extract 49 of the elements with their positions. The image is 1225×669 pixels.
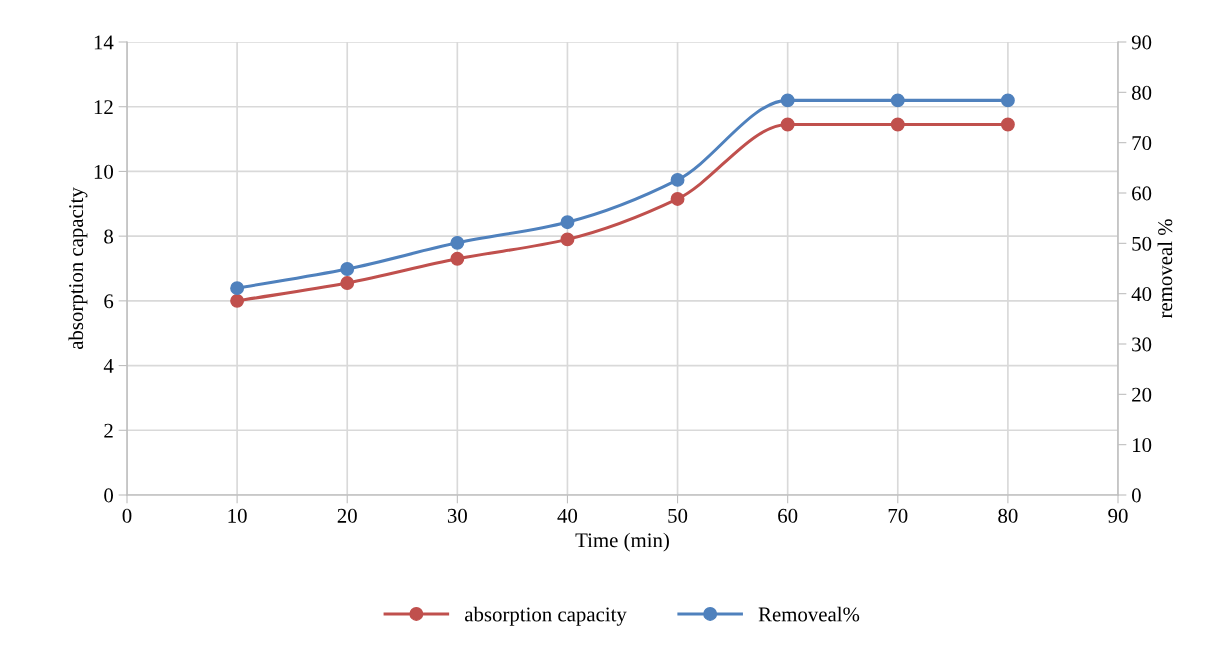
y-axis-title: absorption capacity [68,187,88,350]
point [560,232,575,247]
y2-tick-label: 90 [1131,35,1152,50]
point [1000,93,1015,108]
y2-tick-label: 80 [1131,85,1152,100]
point [340,276,355,291]
point [1000,117,1015,132]
point [230,281,245,296]
x-tick-label: 40 [557,508,578,523]
point [890,117,905,132]
point [780,93,795,108]
point [670,172,685,187]
y-tick-label: 2 [104,423,113,438]
y2-tick-label: 20 [1132,387,1152,402]
point [670,191,685,206]
y2-tick-label: 10 [1133,438,1152,453]
x-tick-label: 20 [337,508,357,523]
y2-axis-title: removeal % [1157,219,1173,319]
x-tick-label: 30 [447,508,467,523]
x-tick-label: 90 [1108,508,1128,523]
point [890,93,905,108]
y2-tick-label: 40 [1131,287,1152,302]
x-tick-label: 80 [998,508,1018,523]
point [450,235,465,250]
x-tick-label: 10 [228,508,247,523]
x-tick-label: 0 [122,508,132,523]
y-tick-label: 6 [104,294,114,309]
legend-label: absorption capacity [465,606,627,626]
y2-tick-label: 70 [1132,136,1152,151]
y2-tick-label: 30 [1132,337,1152,352]
y2-tick-label: 0 [1131,488,1141,503]
y-tick-label: 0 [104,488,114,503]
y-tick-label: 14 [94,35,114,50]
legend-label: Removeal% [758,606,860,622]
y-tick-label: 4 [103,359,114,373]
y2-tick-label: 60 [1132,186,1152,201]
x-axis-title: Time (min) [575,532,669,552]
point [340,262,355,276]
point [780,117,795,132]
x-tick-label: 70 [888,508,908,523]
y-tick-label: 10 [94,164,114,179]
x-tick-label: 60 [778,508,798,523]
x-tick-label: 50 [668,508,688,523]
point [230,293,245,308]
y2-tick-label: 50 [1132,236,1152,251]
point [560,215,575,230]
y-tick-label: 12 [94,100,113,114]
y-tick-label: 8 [104,229,114,244]
point [450,251,465,266]
